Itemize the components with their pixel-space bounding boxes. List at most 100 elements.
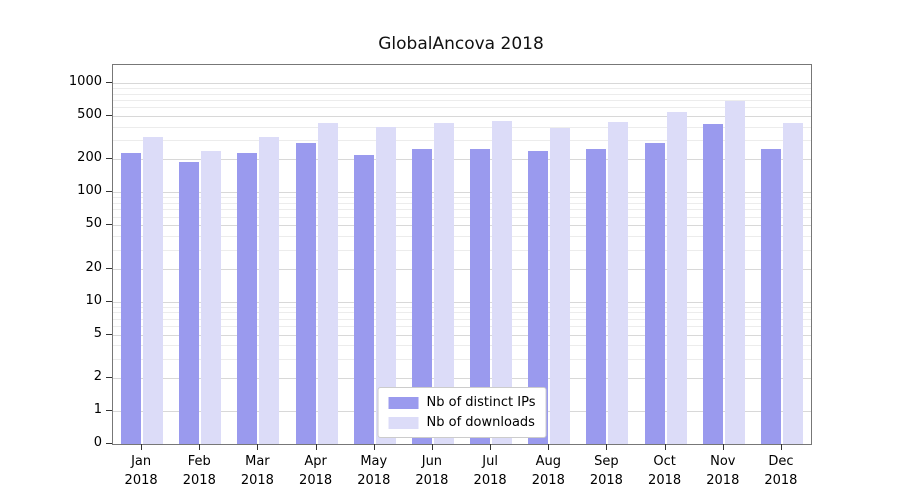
gridline-major <box>113 115 811 117</box>
x-tickmark <box>606 444 608 450</box>
y-axis-tick-label: 200 <box>77 150 102 166</box>
x-axis-tick-label: Nov 2018 <box>706 454 740 488</box>
legend-item-distinct-ips: Nb of distinct IPs <box>388 395 536 410</box>
x-tickmark <box>664 444 666 450</box>
y-tickmark <box>106 333 112 335</box>
gridline-minor <box>113 88 811 89</box>
bar-distinct-ips <box>237 152 258 444</box>
bar-downloads <box>724 101 745 444</box>
gridline-major <box>113 192 811 194</box>
y-axis-tick-label: 50 <box>85 216 102 232</box>
x-tickmark <box>490 444 492 450</box>
gridline-major <box>113 268 811 270</box>
y-tickmark <box>106 443 112 444</box>
gridline-minor <box>113 93 811 95</box>
bar-downloads <box>550 127 571 444</box>
gridline-minor <box>113 107 811 109</box>
bar-distinct-ips <box>644 143 665 444</box>
x-tickmark <box>431 444 433 450</box>
legend: Nb of distinct IPs Nb of downloads <box>377 387 547 438</box>
y-axis-tick-label: 10 <box>85 292 102 308</box>
x-axis-tick-label: May 2018 <box>357 454 391 488</box>
y-tickmark <box>106 191 112 193</box>
y-axis-tick-label: 0 <box>93 435 102 450</box>
gridline-minor <box>113 216 811 218</box>
gridline-minor <box>113 197 811 199</box>
bar-downloads <box>782 123 803 444</box>
gridline-minor <box>113 249 811 251</box>
bar-distinct-ips <box>586 148 607 444</box>
x-tickmark <box>141 444 143 450</box>
legend-swatch-distinct-ips <box>388 396 419 409</box>
gridline-minor <box>113 235 811 237</box>
bar-downloads <box>317 123 338 444</box>
y-tickmark <box>106 267 112 269</box>
bar-downloads <box>666 112 687 444</box>
bar-downloads <box>608 122 629 444</box>
plot-area: Nb of distinct IPs Nb of downloads <box>112 64 812 445</box>
bar-downloads <box>375 126 396 444</box>
x-axis-tick-label: Mar 2018 <box>240 454 274 488</box>
x-tickmark <box>199 444 201 450</box>
gridline-minor <box>113 209 811 211</box>
y-tickmark <box>106 82 112 83</box>
legend-label-distinct-ips: Nb of distinct IPs <box>426 395 536 410</box>
legend-item-downloads: Nb of downloads <box>388 415 536 430</box>
bar-downloads <box>143 137 164 444</box>
gridline-minor <box>113 358 811 360</box>
y-tickmark <box>106 114 112 116</box>
y-axis-tick-label: 1 <box>93 402 102 417</box>
y-axis-tick-label: 500 <box>77 106 102 122</box>
y-axis-tick-label: 1000 <box>68 74 102 89</box>
gridline-major <box>113 83 811 84</box>
bar-distinct-ips <box>528 150 549 444</box>
bar-distinct-ips <box>702 124 723 444</box>
bar-downloads <box>492 120 513 444</box>
y-tickmark <box>106 158 112 160</box>
y-axis-tick-label: 5 <box>93 325 102 341</box>
x-tickmark <box>373 444 375 450</box>
legend-label-downloads: Nb of downloads <box>426 415 535 430</box>
y-tickmark <box>106 377 112 379</box>
x-axis-tick-label: Dec 2018 <box>764 454 798 488</box>
gridline-major <box>113 334 811 336</box>
x-axis-tick-label: Jun 2018 <box>415 454 449 488</box>
x-tickmark <box>548 444 550 450</box>
y-tickmark <box>106 300 112 302</box>
bar-downloads <box>259 137 280 444</box>
bar-distinct-ips <box>760 148 781 444</box>
bar-distinct-ips <box>121 152 142 444</box>
gridline-minor <box>113 345 811 347</box>
y-axis-tick-label: 100 <box>77 183 102 199</box>
y-axis-tick-label: 20 <box>85 259 102 275</box>
bar-distinct-ips <box>295 143 316 444</box>
gridline-minor <box>113 140 811 142</box>
gridline-minor <box>113 312 811 314</box>
bar-distinct-ips <box>353 154 374 444</box>
gridline-minor <box>113 99 811 101</box>
x-tickmark <box>722 444 724 450</box>
gridline-minor <box>113 306 811 308</box>
gridline-minor <box>113 202 811 204</box>
x-tickmark <box>257 444 259 450</box>
gridline-major <box>113 378 811 380</box>
y-axis-tick-label: 2 <box>93 369 102 385</box>
bar-distinct-ips <box>470 148 491 444</box>
gridline-minor <box>113 318 811 320</box>
x-axis-tick-label: Apr 2018 <box>299 454 333 488</box>
y-tickmark <box>106 410 112 411</box>
x-axis-tick-label: Sep 2018 <box>589 454 623 488</box>
x-axis-tick-label: Jul 2018 <box>473 454 507 488</box>
bar-distinct-ips <box>411 148 432 444</box>
x-tickmark <box>315 444 317 450</box>
y-tickmark <box>106 224 112 226</box>
bar-downloads <box>433 123 454 444</box>
bar-distinct-ips <box>179 161 200 444</box>
gridline-minor <box>113 325 811 327</box>
gridline-minor <box>113 126 811 128</box>
x-axis-tick-label: Jan 2018 <box>124 454 158 488</box>
x-tickmark <box>780 444 782 450</box>
x-axis-tick-label: Feb 2018 <box>182 454 216 488</box>
x-axis-tick-label: Oct 2018 <box>648 454 682 488</box>
